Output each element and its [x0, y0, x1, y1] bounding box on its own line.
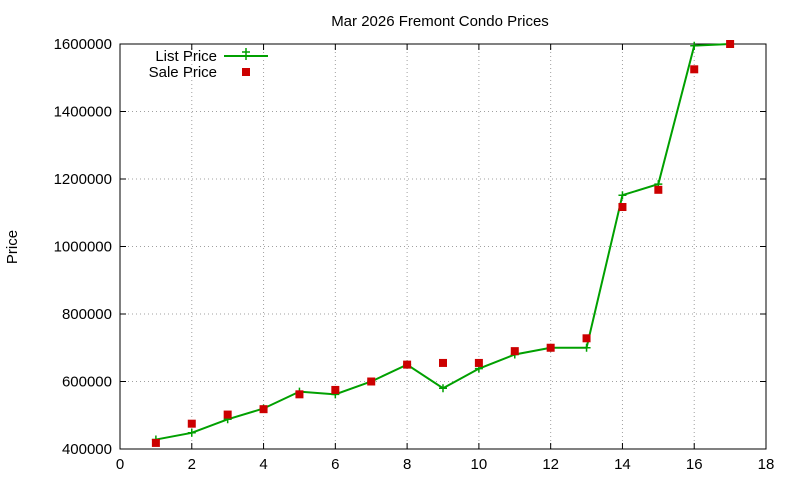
list-price-point: [582, 343, 591, 352]
y-tick-label: 1000000: [54, 239, 112, 256]
list-price-point: [690, 41, 699, 50]
y-axis-label: Price: [4, 230, 21, 264]
y-tick-label: 1200000: [54, 171, 112, 188]
sale-price-point: [223, 410, 232, 419]
legend-label-sale-price: Sale Price: [149, 64, 217, 81]
y-tick-label: 1600000: [54, 36, 112, 53]
legend-label-list-price: List Price: [155, 48, 217, 65]
sale-price-point: [582, 334, 591, 343]
list-price-point: [187, 428, 196, 437]
x-tick-label: 4: [259, 456, 267, 473]
legend-marker-list-price: [242, 48, 250, 60]
y-tick-label: 600000: [62, 374, 112, 391]
sale-price-point: [367, 377, 376, 386]
x-tick-label: 2: [188, 456, 196, 473]
sale-price-point: [510, 347, 519, 356]
list-price-line: [155, 43, 731, 441]
sale-price-point: [546, 343, 555, 352]
sale-price-point: [331, 385, 340, 394]
sale-price-point: [618, 203, 627, 212]
x-tick-label: 6: [331, 456, 339, 473]
legend: List Price Sale Price: [149, 48, 268, 81]
axis-ticks: 0 2 4 6 8 10 12 14 16 18 400000 600000 800000 1000000…: [54, 36, 775, 473]
list-price-point: [618, 191, 627, 200]
plot-frame: [119, 43, 767, 450]
legend-marker-sale-price: [242, 68, 250, 76]
x-tick-label: 18: [758, 456, 775, 473]
y-tick-label: 1400000: [54, 104, 112, 121]
sale-price-point: [474, 358, 483, 367]
sale-price-point: [295, 390, 304, 399]
x-tick-label: 12: [542, 456, 559, 473]
sale-price-point: [151, 438, 160, 447]
sale-price-point: [439, 358, 447, 367]
x-tick-label: 14: [614, 456, 631, 473]
chart-title: Mar 2026 Fremont Condo Prices: [331, 13, 549, 30]
x-tick-label: 16: [686, 456, 703, 473]
y-tick-label: 800000: [62, 306, 112, 323]
sale-price-point: [690, 65, 699, 74]
x-tick-label: 10: [471, 456, 488, 473]
sale-price-point: [654, 185, 663, 194]
sale-price-point: [403, 360, 412, 369]
x-tick-label: 0: [116, 456, 124, 473]
sale-price-point: [187, 419, 196, 428]
x-tick-label: 8: [403, 456, 411, 473]
sale-price-point: [259, 405, 268, 414]
y-tick-label: 400000: [62, 441, 112, 458]
series-layer: [151, 40, 735, 447]
sale-price-point: [726, 40, 735, 48]
list-price-point: [439, 384, 447, 393]
